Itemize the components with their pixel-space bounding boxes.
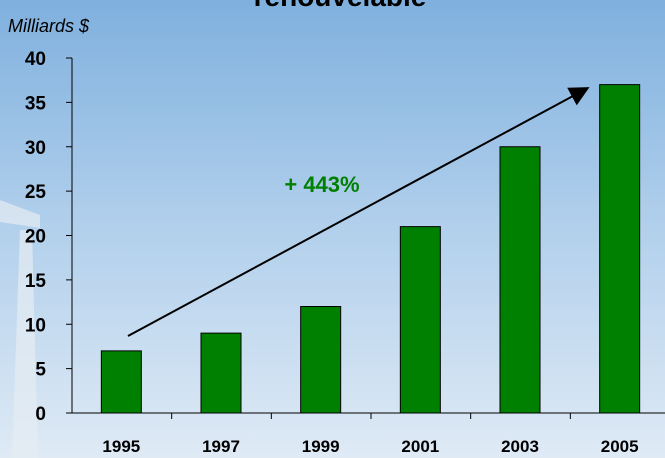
y-tick-label: 20 xyxy=(25,227,46,248)
y-tick-label: 5 xyxy=(35,360,46,381)
x-tick-label: 2001 xyxy=(401,437,439,456)
y-tick-label: 10 xyxy=(25,315,46,336)
bar xyxy=(400,227,440,413)
y-tick-label: 0 xyxy=(35,404,46,425)
bar xyxy=(101,351,141,413)
bar xyxy=(301,307,341,414)
y-tick-label: 25 xyxy=(25,182,47,203)
bar xyxy=(201,333,241,413)
y-tick-label: 30 xyxy=(25,138,46,159)
y-tick-label: 15 xyxy=(25,271,47,292)
bar xyxy=(500,147,540,413)
y-tick-label: 40 xyxy=(25,49,46,70)
x-tick-label: 1997 xyxy=(202,437,240,456)
bar xyxy=(600,85,640,413)
x-tick-label: 2003 xyxy=(501,437,539,456)
x-tick-label: 1995 xyxy=(102,437,140,456)
x-tick-label: 2005 xyxy=(601,437,639,456)
y-axis-label: Milliards $ xyxy=(8,16,90,36)
chart-title: renouvelable xyxy=(254,0,427,12)
y-tick-label: 35 xyxy=(25,93,47,114)
annotation: + 443% xyxy=(284,172,359,197)
x-tick-label: 1999 xyxy=(302,437,340,456)
chart: renouvelable Milliards $ + 443% 0 5 10 15 20… xyxy=(0,0,665,458)
